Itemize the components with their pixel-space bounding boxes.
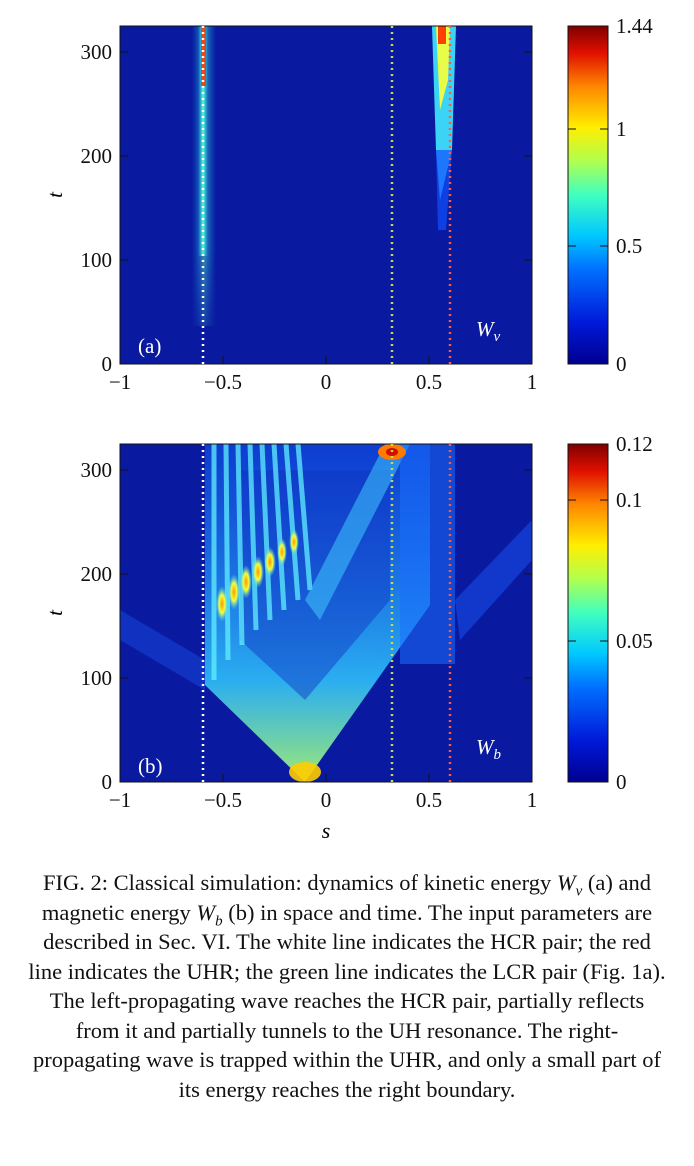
- panel-a-plot-area: [120, 26, 532, 364]
- caption-part-3: (b) in space and time. The input paramet…: [28, 899, 666, 1102]
- panel-b-ytick-3: 300: [81, 458, 113, 482]
- panel-a: −1 −0.5 0 0.5 1 0 100 200 300 t (a) Wv 1…: [43, 14, 653, 394]
- panel-a-cbar-tick-05: 0.5: [616, 234, 642, 258]
- panel-b-ytick-1: 100: [81, 666, 113, 690]
- panel-a-right-tail: [436, 150, 452, 230]
- panel-b-fringes: [211, 444, 313, 680]
- panel-b-lcr-uhr-region: [400, 444, 455, 664]
- panel-b-cbar-tick-005: 0.05: [616, 629, 653, 653]
- panel-b-energy-label: Wb: [476, 735, 502, 763]
- panel-a-xtick-2: 0: [321, 370, 332, 394]
- figure-2: −1 −0.5 0 0.5 1 0 100 200 300 t (a) Wv 1…: [43, 14, 653, 843]
- panel-b-cbar-tick-01: 0.1: [616, 488, 642, 512]
- panel-b-apex-glow: [289, 762, 321, 782]
- panel-a-ytick-0: 0: [102, 352, 113, 376]
- caption-symbol-wv: Wv: [556, 870, 583, 900]
- panel-b-colorbar: [567, 443, 609, 783]
- panel-b-label: (b): [138, 754, 163, 778]
- panel-a-xtick-1: −0.5: [204, 370, 242, 394]
- panel-a-cbar-tick-0: 0: [616, 352, 627, 376]
- caption-part-2: (a) and magnetic energy: [41, 870, 651, 925]
- panel-b-ylabel: t: [43, 609, 67, 616]
- panel-b-heatmap: [120, 444, 532, 782]
- panel-a-ylabel: t: [43, 191, 67, 198]
- panel-b-xtick-3: 0.5: [416, 788, 442, 812]
- panel-a-ytick-2: 200: [81, 144, 113, 168]
- panel-a-label: (a): [138, 334, 161, 358]
- panel-b-right-faint: [455, 520, 532, 640]
- panel-b-ytick-2: 200: [81, 562, 113, 586]
- panel-a-ytick-3: 300: [81, 40, 113, 64]
- panel-b-ytick-0: 0: [102, 770, 113, 794]
- panel-a-xtick-4: 1: [527, 370, 538, 394]
- panel-a-ytick-1: 100: [81, 248, 113, 272]
- panel-a-energy-label: Wv: [476, 317, 501, 345]
- caption-symbol-wb: Wb: [196, 899, 223, 929]
- panel-b-cbar-tick-max: 0.12: [616, 432, 653, 456]
- panel-a-cbar-tick-1: 1: [616, 117, 627, 141]
- panel-a-xtick-0: −1: [109, 370, 131, 394]
- panel-b-xtick-0: −1: [109, 788, 131, 812]
- panel-b-right-beam: [305, 444, 410, 620]
- panel-b: −1 −0.5 0 0.5 1 0 100 200 300 t s (b) Wb…: [43, 432, 653, 843]
- panel-b-xtick-1: −0.5: [204, 788, 242, 812]
- panel-a-xtick-3: 0.5: [416, 370, 442, 394]
- panel-a-right-streak-core: [436, 26, 450, 110]
- panel-b-ticks: [119, 469, 533, 783]
- panel-a-colorbar: [567, 25, 609, 365]
- panel-b-hot-spots: [216, 529, 299, 622]
- figure-caption: FIG. 2: Classical simulation: dynamics o…: [28, 868, 666, 1104]
- caption-part-1: FIG. 2: Classical simulation: dynamics o…: [42, 870, 557, 895]
- panel-b-xtick-2: 0: [321, 788, 332, 812]
- panel-a-ticks: [119, 51, 533, 365]
- panel-a-cbar-tick-max: 1.44: [616, 14, 653, 38]
- panel-a-right-streak-hot: [438, 26, 446, 44]
- panel-b-xlabel: s: [322, 818, 331, 843]
- panel-b-cbar-tick-0: 0: [616, 770, 627, 794]
- panel-b-left-faint: [120, 610, 205, 690]
- figure-svg: −1 −0.5 0 0.5 1 0 100 200 300 t (a) Wv 1…: [43, 14, 653, 843]
- panel-b-xtick-4: 1: [527, 788, 538, 812]
- panel-a-left-fade: [190, 26, 220, 364]
